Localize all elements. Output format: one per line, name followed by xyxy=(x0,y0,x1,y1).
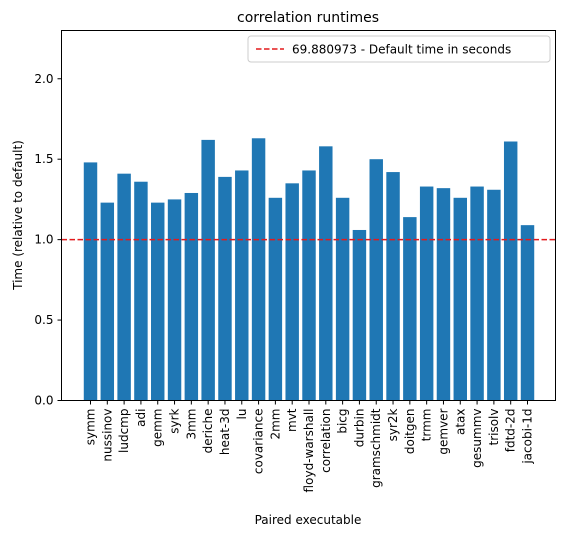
y-tick-label-1.5: 1.5 xyxy=(34,152,53,166)
x-tick-label-nussinov: nussinov xyxy=(100,409,114,462)
y-tick-label-0.0: 0.0 xyxy=(34,394,53,408)
bar-deriche xyxy=(201,139,215,401)
x-axis: symm nussinov ludcmp adi gemm syrk 3mm deriche h… xyxy=(84,400,535,493)
x-tick-label-covariance: covariance xyxy=(252,409,266,475)
y-axis-label: Time (relative to default) xyxy=(11,140,25,291)
bar-lu xyxy=(235,170,249,401)
bar-syr2k xyxy=(386,172,400,401)
x-tick-label-heat-3d: heat-3d xyxy=(218,409,232,456)
x-axis-label: Paired executable xyxy=(255,513,362,527)
bar-atax xyxy=(453,197,467,401)
x-tick-label-ludcmp: ludcmp xyxy=(117,409,131,453)
chart-title: correlation runtimes xyxy=(237,10,379,26)
x-tick-label-syrk: syrk xyxy=(168,408,182,433)
bar-jacobi-1d xyxy=(520,225,535,401)
x-tick-label-floyd-warshall: floyd-warshall xyxy=(302,409,316,493)
bar-doitgen xyxy=(403,217,417,401)
x-tick-label-trisolv: trisolv xyxy=(487,409,501,446)
bar-nussinov xyxy=(100,202,115,401)
y-axis: 0.0 0.5 1.0 1.5 2.0 xyxy=(34,72,62,408)
bar-durbin xyxy=(352,229,367,401)
x-tick-label-jacobi-1d: jacobi-1d xyxy=(521,409,535,465)
x-tick-label-gesummv: gesummv xyxy=(470,409,484,468)
x-tick-label-bicg: bicg xyxy=(336,409,350,434)
x-tick-label-2mm: 2mm xyxy=(268,409,282,440)
bar-heat-3d xyxy=(218,176,232,401)
bars-group xyxy=(83,138,535,401)
bar-correlation xyxy=(319,146,333,401)
bar-covariance xyxy=(251,138,266,401)
y-tick-label-1.0: 1.0 xyxy=(34,233,53,247)
y-tick-label-0.5: 0.5 xyxy=(34,313,53,327)
bar-gemm xyxy=(151,202,165,401)
bar-adi xyxy=(134,181,148,401)
bar-bicg xyxy=(335,197,350,401)
bar-syrk xyxy=(167,199,182,401)
x-tick-label-adi: adi xyxy=(134,409,148,427)
bar-fdtd-2d xyxy=(503,141,518,401)
x-tick-label-syr2k: syr2k xyxy=(386,408,400,441)
bar-ludcmp xyxy=(117,173,131,401)
x-tick-label-atax: atax xyxy=(453,409,467,436)
x-tick-label-fdtd-2d: fdtd-2d xyxy=(504,409,518,453)
x-tick-label-mvt: mvt xyxy=(285,408,299,432)
bar-trisolv xyxy=(487,189,501,401)
bar-floyd-warshall xyxy=(302,170,316,401)
x-tick-label-deriche: deriche xyxy=(201,409,215,454)
bar-2mm xyxy=(268,197,283,401)
x-tick-label-gemver: gemver xyxy=(436,408,450,454)
legend-box xyxy=(247,35,551,63)
x-tick-label-symm: symm xyxy=(84,409,98,446)
x-tick-label-gramschmidt: gramschmidt xyxy=(369,408,383,488)
legend: 69.880973 - Default time in seconds xyxy=(247,35,551,63)
bar-symm xyxy=(83,162,98,401)
bar-trmm xyxy=(419,186,434,401)
y-tick-label-2.0: 2.0 xyxy=(34,72,53,86)
x-tick-label-durbin: durbin xyxy=(352,409,366,448)
x-tick-label-3mm: 3mm xyxy=(184,409,198,440)
bar-gramschmidt xyxy=(369,159,383,401)
x-tick-label-doitgen: doitgen xyxy=(403,409,417,455)
plot-frame xyxy=(61,30,556,401)
bar-gesummv xyxy=(470,186,484,401)
bar-gemver xyxy=(436,188,451,401)
x-tick-label-gemm: gemm xyxy=(151,409,165,447)
legend-label: 69.880973 - Default time in seconds xyxy=(292,43,511,57)
x-tick-label-trmm: trmm xyxy=(420,409,434,442)
bar-3mm xyxy=(184,192,199,401)
x-tick-label-correlation: correlation xyxy=(319,409,333,473)
x-tick-label-lu: lu xyxy=(235,409,249,420)
bar-mvt xyxy=(285,183,299,401)
